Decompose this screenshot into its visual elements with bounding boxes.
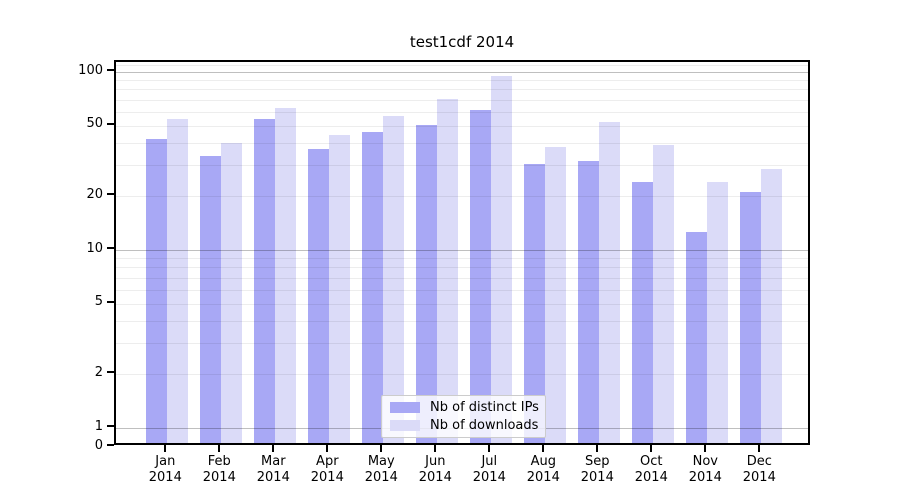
x-tick-label-may: May 2014 <box>364 454 398 485</box>
x-tick-label-oct: Oct 2014 <box>634 454 668 485</box>
x-tick-apr <box>326 445 329 452</box>
x-tick-oct <box>650 445 653 452</box>
bar-sep-downloads <box>599 121 621 443</box>
y-tick-10 <box>107 247 114 249</box>
bar-jul-distinct-ips <box>470 110 492 443</box>
x-tick-aug <box>542 445 545 452</box>
x-tick-label-jan: Jan 2014 <box>148 454 182 485</box>
legend-swatch-downloads <box>390 420 420 431</box>
y-tick-100 <box>107 69 114 71</box>
x-tick-mar <box>272 445 275 452</box>
bar-dec-distinct-ips <box>740 192 762 443</box>
x-tick-label-sep: Sep 2014 <box>580 454 614 485</box>
x-tick-dec <box>758 445 761 452</box>
legend-item-distinct-ips: Nb of distinct IPs <box>390 400 539 415</box>
y-tick-label-100: 100 <box>78 62 103 78</box>
major-gridline-100 <box>116 72 808 73</box>
x-tick-sep <box>596 445 599 452</box>
bar-feb-downloads <box>221 142 243 443</box>
legend-swatch-distinct-ips <box>390 402 420 413</box>
y-tick-label-50: 50 <box>86 116 103 132</box>
y-tick-2 <box>107 371 114 374</box>
y-tick-label-2: 2 <box>94 364 103 380</box>
y-tick-label-5: 5 <box>94 294 103 310</box>
bar-oct-distinct-ips <box>632 181 654 443</box>
bar-jan-distinct-ips <box>146 138 168 443</box>
bar-jan-downloads <box>167 118 189 443</box>
bar-may-downloads <box>383 115 405 443</box>
bar-nov-distinct-ips <box>686 231 708 443</box>
bar-mar-downloads <box>275 107 297 443</box>
y-tick-50 <box>107 122 114 125</box>
bar-jul-downloads <box>491 76 513 443</box>
legend-item-downloads: Nb of downloads <box>390 418 539 433</box>
minor-gridline-110 <box>116 64 808 66</box>
bar-jun-downloads <box>437 99 459 443</box>
legend-label-downloads: Nb of downloads <box>430 418 539 433</box>
x-tick-nov <box>704 445 707 452</box>
y-tick-5 <box>107 300 114 303</box>
y-tick-label-20: 20 <box>86 186 103 202</box>
bar-may-distinct-ips <box>362 131 384 443</box>
x-tick-label-dec: Dec 2014 <box>742 454 776 485</box>
bar-aug-downloads <box>545 147 567 443</box>
x-tick-label-jun: Jun 2014 <box>418 454 452 485</box>
y-tick-label-0: 0 <box>94 437 103 453</box>
x-tick-jul <box>488 445 491 452</box>
bar-nov-downloads <box>707 181 729 443</box>
x-tick-label-mar: Mar 2014 <box>256 454 290 485</box>
x-tick-label-aug: Aug 2014 <box>526 454 560 485</box>
y-tick-0 <box>107 444 114 446</box>
minor-gridline-40 <box>116 142 808 144</box>
x-tick-feb <box>218 445 221 452</box>
minor-gridline-80 <box>116 89 808 91</box>
x-tick-may <box>380 445 383 452</box>
plot-area: Nb of distinct IPs Nb of downloads <box>114 60 810 445</box>
bar-mar-distinct-ips <box>254 118 276 443</box>
minor-gridline-70 <box>116 99 808 101</box>
minor-gridline-50 <box>116 125 808 127</box>
y-tick-20 <box>107 193 114 196</box>
chart-title: test1cdf 2014 <box>409 33 515 51</box>
x-tick-label-jul: Jul 2014 <box>472 454 506 485</box>
bar-jun-distinct-ips <box>416 124 438 443</box>
y-tick-label-10: 10 <box>86 240 103 256</box>
bar-oct-downloads <box>653 144 675 443</box>
x-tick-label-feb: Feb 2014 <box>202 454 236 485</box>
y-tick-1 <box>107 425 114 427</box>
minor-gridline-90 <box>116 80 808 82</box>
bar-feb-distinct-ips <box>200 156 222 443</box>
legend-label-distinct-ips: Nb of distinct IPs <box>430 400 539 415</box>
x-tick-jun <box>434 445 437 452</box>
bar-dec-downloads <box>761 169 783 443</box>
y-tick-label-1: 1 <box>94 418 103 434</box>
bar-apr-distinct-ips <box>308 149 330 443</box>
minor-gridline-60 <box>116 111 808 113</box>
x-tick-jan <box>164 445 167 452</box>
legend: Nb of distinct IPs Nb of downloads <box>381 395 546 438</box>
bar-sep-distinct-ips <box>578 161 600 443</box>
bar-aug-distinct-ips <box>524 163 546 443</box>
bar-apr-downloads <box>329 135 351 443</box>
x-tick-label-nov: Nov 2014 <box>688 454 722 485</box>
x-tick-label-apr: Apr 2014 <box>310 454 344 485</box>
